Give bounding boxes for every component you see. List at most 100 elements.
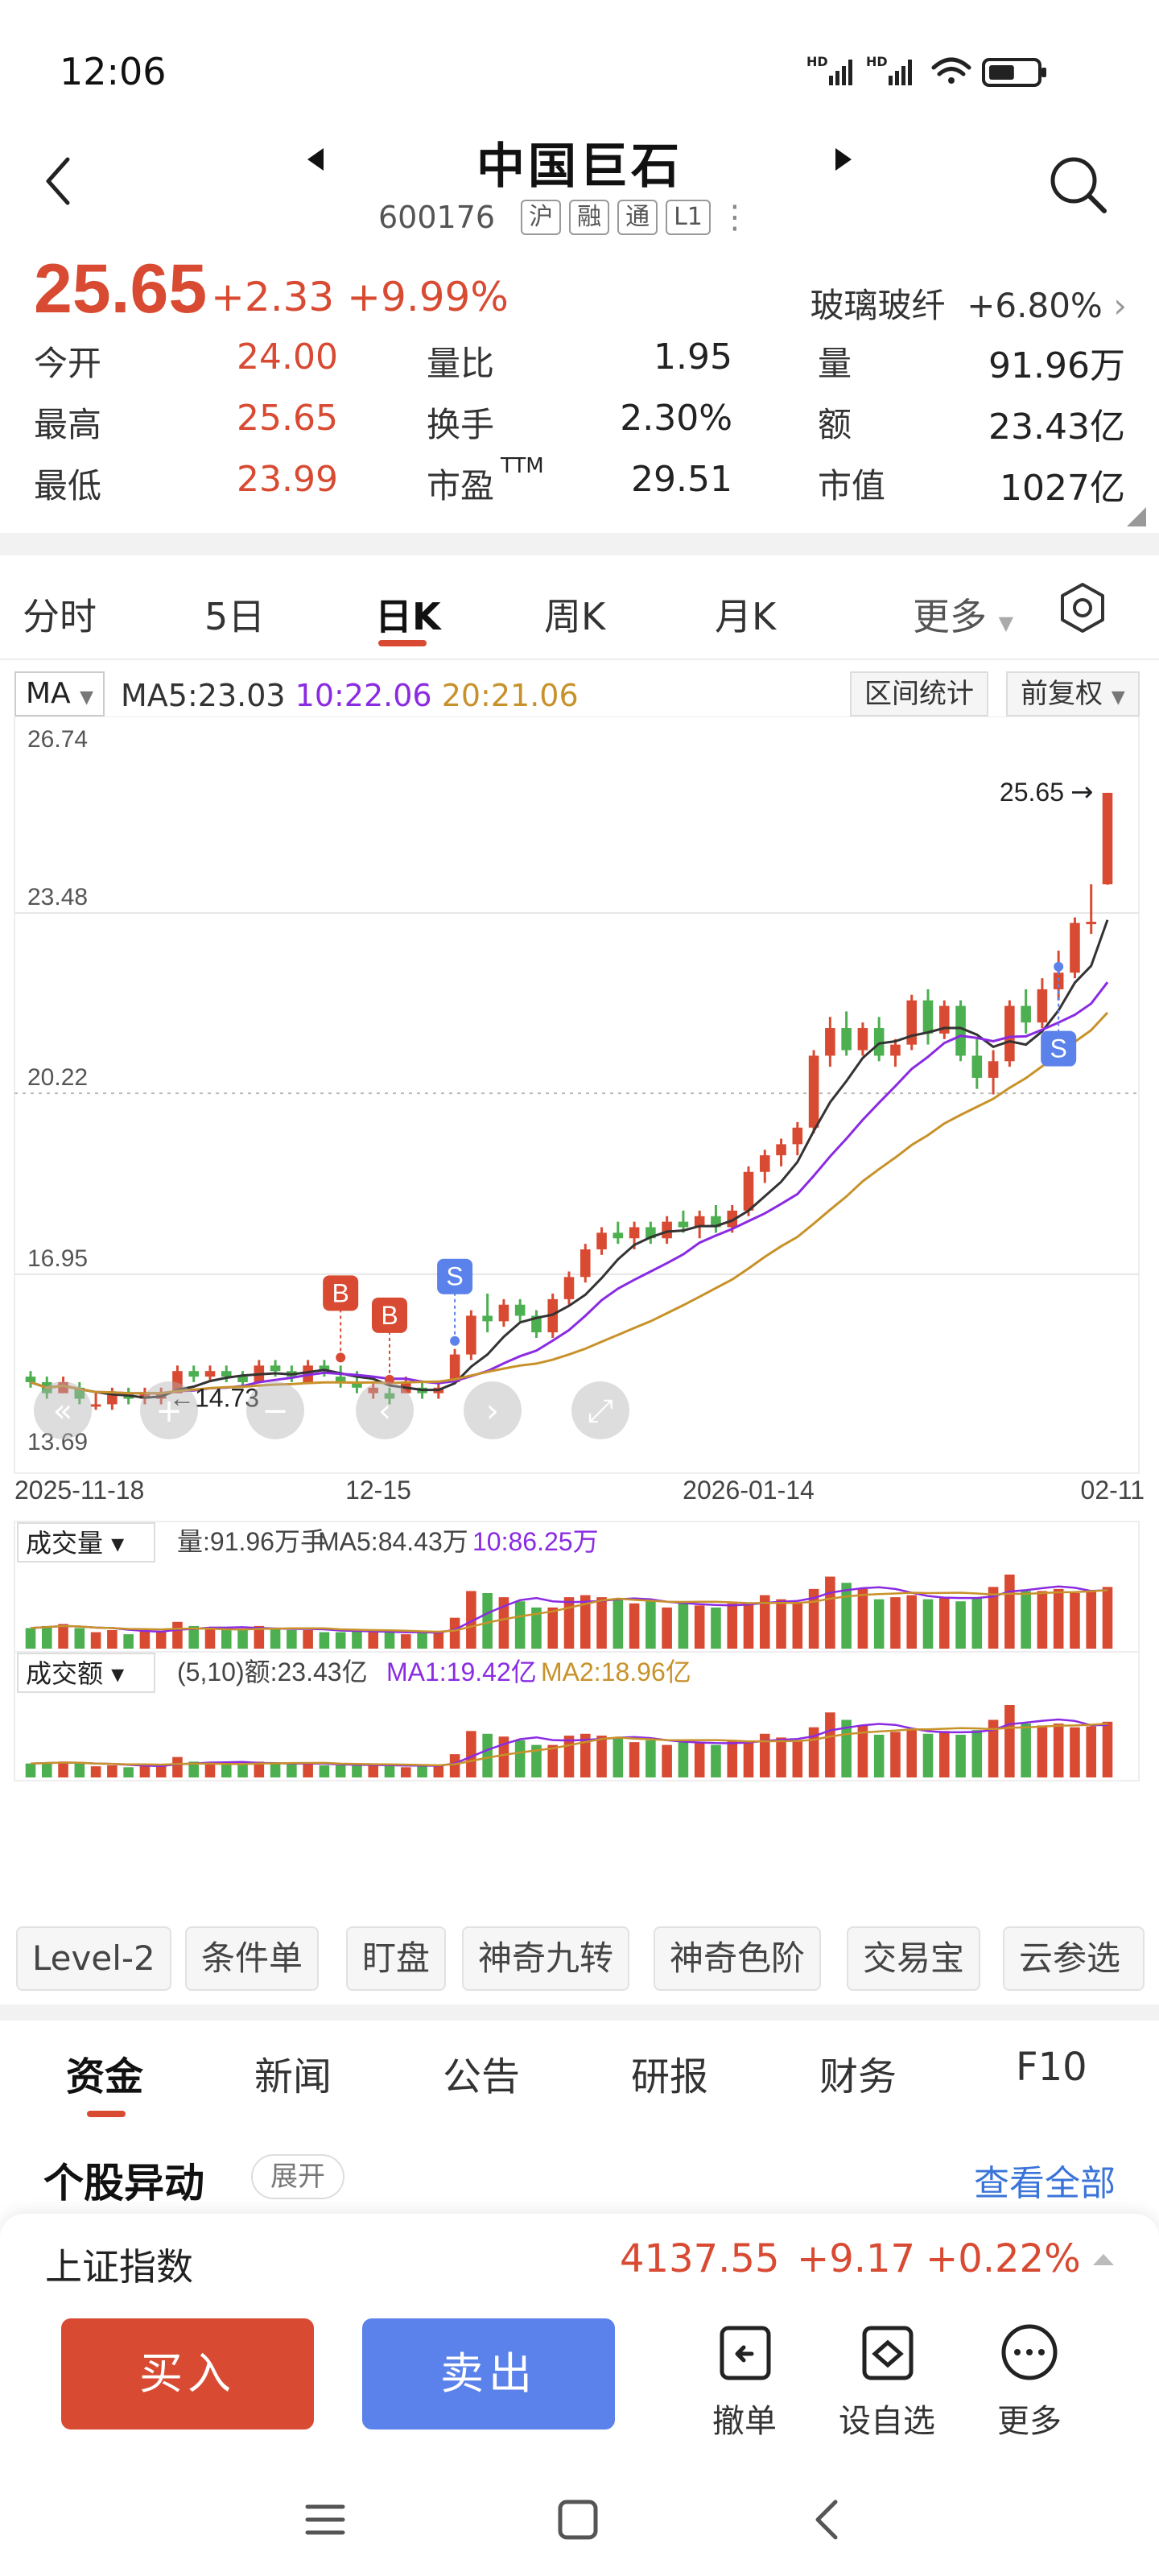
quote-label: 市值 [818, 466, 886, 506]
tool-chip[interactable]: 云参选 [1003, 1926, 1145, 1991]
tool-chip[interactable]: Level-2 [16, 1926, 171, 1991]
zoom-out-icon[interactable]: − [246, 1381, 304, 1439]
more-dots-icon[interactable]: ⋮ [718, 199, 751, 236]
candle-body [743, 1171, 754, 1211]
home-icon[interactable] [555, 2497, 600, 2542]
adjust-selector[interactable]: 前复权 ▼ [1006, 671, 1140, 716]
volume-bar [1004, 1575, 1015, 1649]
volume-bar [727, 1741, 738, 1777]
volume-bar [938, 1597, 950, 1649]
volume-bar [155, 1766, 167, 1777]
caret-up-icon[interactable] [1090, 2249, 1117, 2268]
volume-bar [449, 1617, 460, 1649]
quote-label: 换手 [427, 405, 495, 444]
candle-body [384, 1393, 395, 1399]
search-icon[interactable] [1046, 153, 1111, 217]
volume-bar [531, 1607, 542, 1649]
tab-intraday[interactable]: 分时 [23, 595, 97, 638]
volume-bar [629, 1603, 640, 1649]
tab-monthly-k[interactable]: 月K [715, 595, 777, 638]
volume-bar [1004, 1705, 1015, 1777]
back-nav-icon[interactable] [805, 2497, 850, 2542]
panel-selector[interactable]: 成交量 ▾ [17, 1522, 155, 1563]
kline-chart[interactable]: 26.74 23.48 20.22 16.95 13.69 2025-11-18 12-15… [0, 716, 1159, 1916]
scroll-right-icon[interactable]: › [464, 1381, 522, 1439]
volume-bar [612, 1738, 624, 1777]
volume-bar [645, 1740, 656, 1777]
view-all-link[interactable]: 查看全部 [974, 2163, 1116, 2204]
back-icon[interactable] [39, 153, 79, 209]
stock-code: 600176 [378, 200, 496, 235]
candle-body [449, 1354, 460, 1382]
settings-icon[interactable] [1054, 580, 1111, 636]
volume-bar [482, 1733, 493, 1777]
volume-bar [498, 1597, 509, 1649]
volume-bar [1070, 1593, 1080, 1649]
sell-marker [437, 1258, 473, 1294]
tab-announcements[interactable]: 公告 [443, 2054, 521, 2099]
menu-icon[interactable] [303, 2497, 348, 2542]
add-watchlist-button[interactable]: 设自选 [827, 2318, 947, 2440]
caret-down-icon: ▼ [998, 612, 1014, 634]
volume-bar [287, 1630, 297, 1649]
prev-stock-icon[interactable] [299, 143, 332, 175]
tab-news[interactable]: 新闻 [254, 2054, 332, 2099]
scroll-left-icon[interactable]: ‹ [356, 1381, 414, 1439]
volume-bar [1102, 1721, 1113, 1777]
indicator-selector[interactable]: MA ▼ [14, 671, 105, 716]
expand-button[interactable]: 展开 [251, 2154, 344, 2199]
fullscreen-icon[interactable]: ⤢ [571, 1381, 629, 1439]
next-stock-icon[interactable] [827, 143, 860, 175]
tool-chip[interactable]: 交易宝 [847, 1926, 981, 1991]
sector-link[interactable]: 玻璃玻纤 +6.80% › [810, 279, 1128, 328]
zoom-in-icon[interactable]: + [140, 1381, 198, 1439]
tab-f10[interactable]: F10 [1016, 2045, 1087, 2090]
panel-legend: 量:91.96万手 [177, 1527, 326, 1556]
panel-selector[interactable]: 成交额 ▾ [17, 1653, 155, 1693]
tool-chip[interactable]: 条件单 [185, 1926, 320, 1991]
x-tick-label: 2025-11-18 [14, 1476, 144, 1505]
wifi-icon [931, 57, 971, 84]
tab-weekly-k[interactable]: 周K [544, 595, 606, 638]
volume-bar [204, 1762, 216, 1777]
volume-bar [971, 1730, 983, 1777]
tab-financials[interactable]: 财务 [819, 2054, 897, 2099]
tool-chip[interactable]: 神奇九转 [462, 1926, 630, 1991]
add-watchlist-label: 设自选 [839, 2403, 935, 2440]
tab-daily-k[interactable]: 日K [375, 595, 441, 638]
marker-label: B [332, 1278, 349, 1307]
quote-panel: 25.65 +2.33 +9.99% 玻璃玻纤 +6.80% › 今开 24.00… [0, 250, 1159, 531]
volume-bar [841, 1583, 852, 1649]
volume-bar [988, 1719, 999, 1777]
tool-chip[interactable]: 神奇色阶 [654, 1926, 822, 1991]
range-stats-button[interactable]: 区间统计 [850, 671, 988, 716]
volume-bar [563, 1597, 575, 1649]
tab-5day[interactable]: 5日 [204, 595, 266, 638]
tab-more[interactable]: 更多 ▼ [913, 588, 1013, 641]
volume-bar [922, 1599, 934, 1649]
volume-bar [368, 1765, 379, 1777]
more-actions-button[interactable]: 更多 [969, 2318, 1090, 2440]
sell-button[interactable]: 卖出 [362, 2318, 615, 2429]
tool-chip[interactable]: 盯盘 [346, 1926, 447, 1991]
caret-down-icon: ▼ [80, 687, 94, 708]
volume-bar [237, 1764, 248, 1777]
candle-body [531, 1315, 542, 1333]
volume-bar [319, 1632, 330, 1649]
candle-body [221, 1371, 232, 1377]
candle-body [172, 1371, 183, 1393]
volume-bar [612, 1599, 624, 1649]
candle-body [988, 1061, 999, 1078]
buy-button[interactable]: 买入 [61, 2318, 314, 2429]
volume-bar [172, 1621, 183, 1649]
rewind-icon[interactable]: « [34, 1381, 92, 1439]
volume-bar [1086, 1726, 1097, 1777]
volume-bar [352, 1764, 362, 1777]
index-ticker[interactable]: 上证指数 4137.55 +9.17 +0.22% [0, 2214, 1159, 2302]
volume-bar [1053, 1724, 1064, 1777]
cancel-order-button[interactable]: 撤单 [684, 2318, 805, 2440]
volume-bar [433, 1632, 444, 1649]
tab-funds[interactable]: 资金 [66, 2054, 144, 2099]
tab-research[interactable]: 研报 [631, 2054, 709, 2099]
kline-svg[interactable]: 26.74 23.48 20.22 16.95 13.69 2025-11-18 12-15… [0, 716, 1159, 1916]
